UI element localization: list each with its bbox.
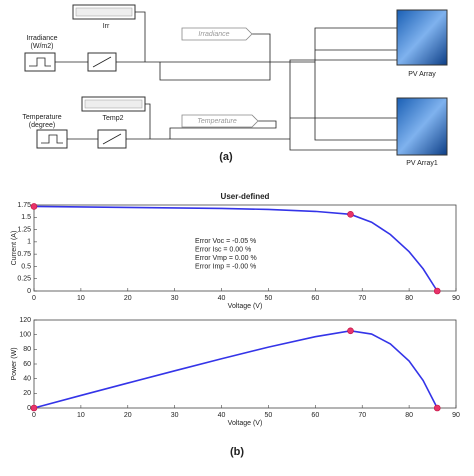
y-tick-label: 0.5 — [21, 263, 31, 270]
block-label: Irradiance — [26, 35, 57, 42]
y-tick-label: 0 — [27, 288, 31, 295]
annotation: Error Voc = -0.05 % — [195, 238, 256, 245]
y-tick-label: 0.75 — [17, 251, 31, 258]
tag-label: Irradiance — [198, 31, 229, 38]
y-tick-label: 1.75 — [17, 202, 31, 209]
saturation-icon — [102, 133, 122, 145]
block-label: Temperature — [22, 114, 61, 121]
y-tick-label: 40 — [23, 376, 31, 383]
display-screen — [75, 7, 133, 17]
block-label: PV Array1 — [406, 160, 438, 167]
marker — [433, 287, 441, 295]
x-tick-label: 30 — [171, 412, 179, 419]
block-label: (degree) — [29, 122, 55, 129]
annotation: Error Vmp = 0.00 % — [195, 255, 257, 262]
x-axis-label: Voltage (V) — [228, 420, 263, 427]
x-tick-label: 40 — [218, 412, 226, 419]
marker — [347, 211, 354, 218]
x-tick-label: 50 — [265, 412, 273, 419]
annotation: Error Imp = -0.00 % — [195, 263, 256, 270]
x-tick-label: 60 — [311, 412, 319, 419]
pv-block — [396, 97, 448, 156]
block-label: Temp2 — [102, 115, 123, 122]
marker — [433, 404, 441, 412]
caption: (b) — [230, 446, 244, 458]
x-tick-label: 90 — [452, 295, 460, 302]
saturation-icon — [92, 56, 112, 68]
y-tick-label: 1.25 — [17, 226, 31, 233]
y-tick-label: 80 — [23, 346, 31, 353]
wires — [55, 11, 397, 141]
x-tick-label: 80 — [405, 412, 413, 419]
wires — [67, 59, 397, 151]
diagram: Irr Irradiance (W/m2) Irradiance PV Arra… — [22, 4, 448, 167]
signal-icon — [29, 57, 51, 67]
y-tick-label: 0 — [27, 405, 31, 412]
y-tick-label: 60 — [23, 361, 31, 368]
signal-icon — [41, 134, 63, 144]
x-tick-label: 20 — [124, 295, 132, 302]
x-tick-label: 20 — [124, 412, 132, 419]
x-tick-label: 50 — [265, 295, 273, 302]
y-tick-label: 100 — [19, 332, 31, 339]
plot-area — [33, 204, 457, 292]
x-tick-label: 30 — [171, 295, 179, 302]
x-axis-label: Voltage (V) — [228, 303, 263, 310]
marker — [30, 404, 38, 412]
data-line — [33, 329, 438, 409]
x-tick-label: 60 — [311, 295, 319, 302]
caption: (a) — [219, 151, 233, 163]
display-screen — [84, 99, 143, 109]
tag-label: Temperature — [197, 118, 237, 125]
x-tick-label: 70 — [358, 295, 366, 302]
x-tick-label: 0 — [32, 295, 36, 302]
source-block — [24, 52, 56, 72]
x-tick-label: 10 — [77, 412, 85, 419]
plot-area — [33, 319, 457, 409]
y-tick-label: 1.5 — [21, 214, 31, 221]
y-tick-label: 0.25 — [17, 276, 31, 283]
marker — [347, 327, 354, 335]
x-tick-label: 80 — [405, 295, 413, 302]
annotation: Error Isc = 0.00 % — [195, 246, 251, 253]
goto-tag — [181, 114, 259, 128]
x-tick-label: 40 — [218, 295, 226, 302]
x-tick-label: 90 — [452, 412, 460, 419]
y-tick-label: 1 — [27, 239, 31, 246]
block-label: (W/m2) — [31, 43, 54, 50]
source-block — [36, 129, 68, 149]
y-axis-label: Power (W) — [11, 347, 18, 380]
y-tick-label: 20 — [23, 390, 31, 397]
block-label: Irr — [103, 23, 110, 30]
y-axis-label: Current (A) — [11, 231, 18, 266]
x-tick-label: 70 — [358, 412, 366, 419]
y-tick-label: 120 — [19, 317, 31, 324]
marker — [30, 203, 38, 210]
pv-block — [396, 9, 448, 66]
data-line — [33, 205, 438, 292]
x-tick-label: 10 — [77, 295, 85, 302]
goto-tag — [181, 27, 253, 41]
x-tick-label: 0 — [32, 412, 36, 419]
block-label: PV Array — [408, 71, 436, 78]
chart-title: User-defined — [221, 192, 270, 201]
